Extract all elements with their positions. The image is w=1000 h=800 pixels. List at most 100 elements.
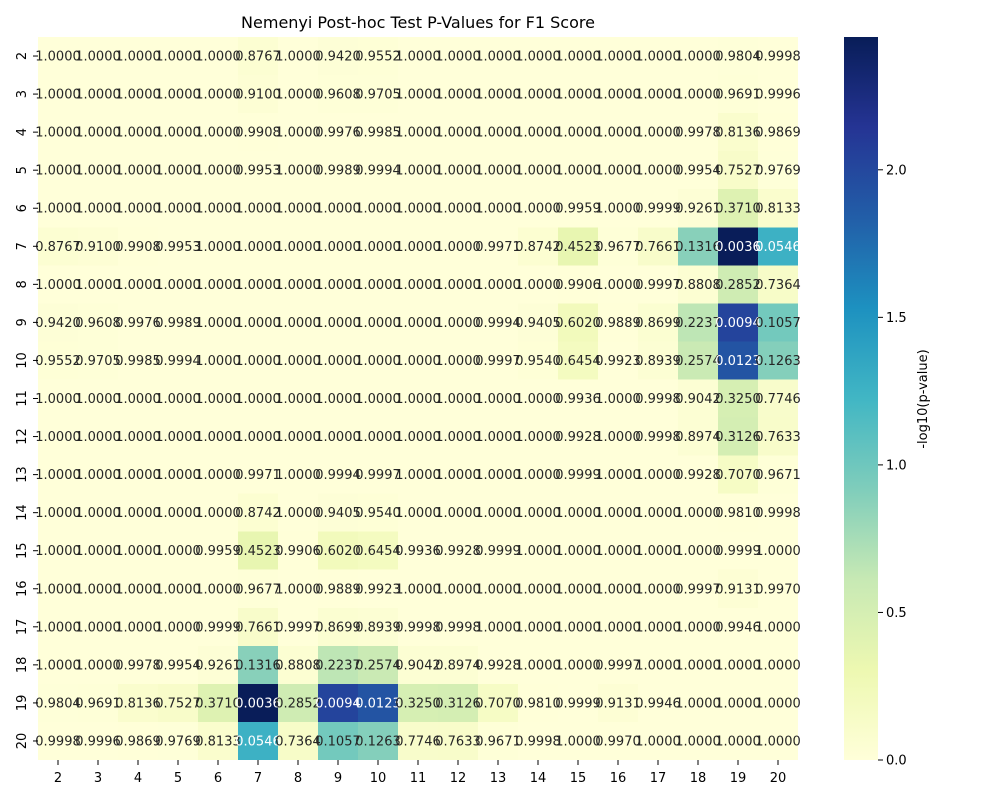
cell-value-label: 0.3250: [715, 392, 761, 407]
heatmap-cell: [278, 151, 318, 190]
cell-value-label: 1.0000: [635, 88, 681, 103]
heatmap-cell: [518, 645, 558, 684]
cell-value-label: 1.0000: [555, 164, 601, 179]
heatmap-cell: [678, 645, 718, 684]
cell-value-label: 0.9996: [75, 734, 121, 749]
cell-value-label: 0.8133: [195, 734, 241, 749]
heatmap-cell: [238, 607, 278, 646]
heatmap-cell: [198, 721, 238, 760]
heatmap-cell: [78, 607, 118, 646]
cell-value-label: 0.7070: [715, 468, 761, 483]
heatmap-cell: [598, 113, 638, 152]
cell-value-label: 1.0000: [635, 658, 681, 673]
cell-value-label: 0.9540: [355, 506, 401, 521]
cell-value-label: 1.0000: [315, 278, 361, 293]
cell-value-label: 1.0000: [395, 582, 441, 597]
cell-value-label: 0.8974: [675, 430, 721, 445]
heatmap-cell: [758, 265, 798, 304]
cell-value-label: 1.0000: [35, 468, 81, 483]
heatmap-cell: [478, 417, 518, 456]
heatmap-cell: [198, 75, 238, 114]
heatmap-cell: [398, 75, 438, 114]
heatmap-cell: [358, 455, 398, 494]
cell-value-label: 1.0000: [755, 734, 801, 749]
heatmap-cell: [78, 151, 118, 190]
heatmap-cell: [718, 683, 758, 722]
heatmap-cell: [758, 455, 798, 494]
cell-value-label: 1.0000: [595, 506, 641, 521]
heatmap-cell: [518, 341, 558, 380]
heatmap-cell: [638, 37, 678, 76]
cell-value-label: 1.0000: [75, 468, 121, 483]
heatmap-cell: [558, 645, 598, 684]
cell-value-label: 1.0000: [75, 620, 121, 635]
cell-value-label: 1.0000: [355, 202, 401, 217]
heatmap-cell: [758, 75, 798, 114]
cell-value-label: 0.9671: [475, 734, 521, 749]
cell-value-label: 1.0000: [475, 126, 521, 141]
cell-value-label: 1.0000: [555, 126, 601, 141]
heatmap-cell: [318, 75, 358, 114]
chart-title: Nemenyi Post-hoc Test P-Values for F1 Sc…: [241, 13, 595, 32]
cell-value-label: 1.0000: [515, 164, 561, 179]
cell-value-label: 1.0000: [355, 278, 401, 293]
x-tick-label: 13: [490, 771, 507, 786]
heatmap-cell: [318, 493, 358, 532]
y-tick-label: 19: [15, 695, 30, 712]
heatmap-cell: [598, 303, 638, 342]
cell-value-label: 0.9994: [355, 164, 401, 179]
cell-value-label: 0.1316: [675, 240, 721, 255]
heatmap-cell: [198, 379, 238, 418]
y-tick-label: 14: [15, 504, 30, 521]
heatmap-cell: [638, 607, 678, 646]
heatmap-cell: [638, 455, 678, 494]
cell-value-label: 1.0000: [395, 126, 441, 141]
heatmap-cell: [318, 227, 358, 266]
cell-value-label: 0.9989: [315, 164, 361, 179]
heatmap-cell: [598, 417, 638, 456]
heatmap-cell: [238, 379, 278, 418]
x-tick-label: 16: [610, 771, 627, 786]
cell-value-label: 0.9953: [155, 240, 201, 255]
cell-value-label: 0.9671: [755, 468, 801, 483]
cell-value-label: 1.0000: [275, 506, 321, 521]
heatmap-cell: [478, 37, 518, 76]
heatmap-cell: [318, 113, 358, 152]
heatmap-cell: [678, 227, 718, 266]
cell-value-label: 1.0000: [235, 430, 281, 445]
heatmap-cell: [678, 417, 718, 456]
cell-value-label: 1.0000: [195, 354, 241, 369]
heatmap-annotations: 1.00001.00001.00001.00001.00000.87671.00…: [35, 50, 801, 750]
cell-value-label: 1.0000: [115, 468, 161, 483]
x-tick-label: 12: [450, 771, 467, 786]
cell-value-label: 1.0000: [635, 620, 681, 635]
cell-value-label: 1.0000: [275, 240, 321, 255]
heatmap-cell: [358, 303, 398, 342]
y-tick-label: 20: [15, 733, 30, 750]
x-tick-label: 8: [294, 771, 302, 786]
cell-value-label: 1.0000: [755, 696, 801, 711]
cell-value-label: 0.1316: [235, 658, 281, 673]
heatmap-cell: [358, 151, 398, 190]
heatmap-cell: [278, 645, 318, 684]
cell-value-label: 1.0000: [75, 506, 121, 521]
heatmap-cell: [318, 645, 358, 684]
heatmap-cell: [358, 265, 398, 304]
heatmap-cell: [38, 341, 78, 380]
heatmap-cell: [158, 569, 198, 608]
cell-value-label: 1.0000: [755, 658, 801, 673]
cell-value-label: 1.0000: [35, 164, 81, 179]
cell-value-label: 1.0000: [475, 620, 521, 635]
heatmap-cell: [158, 303, 198, 342]
heatmap-cell: [158, 75, 198, 114]
cell-value-label: 1.0000: [515, 544, 561, 559]
cell-value-label: 0.9906: [275, 544, 321, 559]
cell-value-label: 1.0000: [515, 582, 561, 597]
cell-value-label: 1.0000: [675, 50, 721, 65]
cell-value-label: 0.3710: [195, 696, 241, 711]
cell-value-label: 0.9042: [395, 658, 441, 673]
heatmap-cell: [118, 379, 158, 418]
heatmap-cell: [718, 645, 758, 684]
cell-value-label: 1.0000: [75, 50, 121, 65]
